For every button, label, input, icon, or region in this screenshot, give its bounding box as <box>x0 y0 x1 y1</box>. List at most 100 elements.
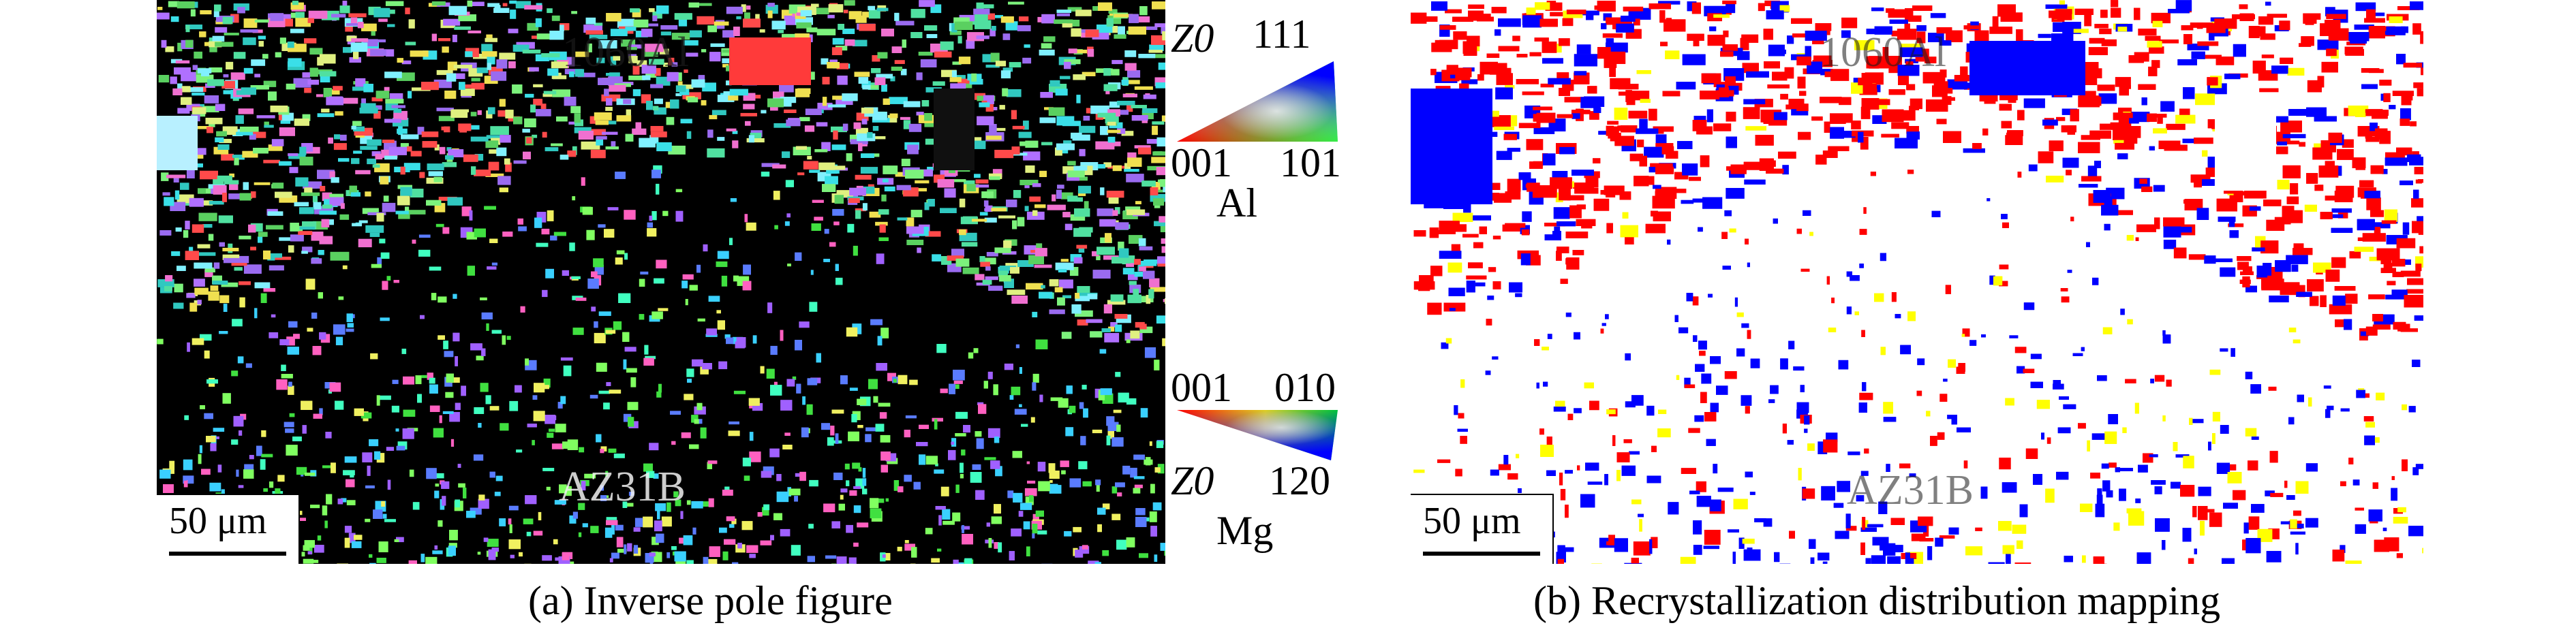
grain <box>891 66 902 71</box>
grain <box>1118 26 1125 35</box>
grain <box>351 38 369 42</box>
grain <box>382 281 388 290</box>
grain <box>163 484 174 493</box>
grain <box>358 238 372 248</box>
grain <box>1105 233 1111 243</box>
grain <box>988 173 1002 179</box>
grain <box>1083 408 1088 418</box>
grain <box>976 2 984 10</box>
grain <box>551 143 563 146</box>
grain <box>925 138 940 145</box>
grain <box>743 475 750 481</box>
grain <box>750 132 762 138</box>
grain <box>831 126 847 133</box>
grain <box>926 34 938 38</box>
grain <box>625 27 637 31</box>
grain <box>842 123 848 131</box>
grain <box>232 97 239 101</box>
grain <box>1084 201 1089 209</box>
grain <box>1114 314 1128 319</box>
grain <box>801 427 809 438</box>
grain <box>1032 183 1041 187</box>
grain <box>590 149 606 159</box>
grain <box>780 400 793 411</box>
grain <box>921 100 930 107</box>
grain <box>237 356 244 364</box>
grain <box>1019 404 1022 407</box>
grain <box>295 177 309 187</box>
grain <box>786 119 801 127</box>
grain <box>766 368 775 379</box>
grain <box>876 253 885 264</box>
grain <box>377 257 382 268</box>
grain <box>189 197 204 207</box>
grain <box>600 495 607 501</box>
grain <box>438 296 447 303</box>
grain <box>769 448 780 458</box>
grain <box>849 187 866 196</box>
grain <box>523 518 534 524</box>
grain <box>334 134 341 140</box>
grain <box>534 383 545 393</box>
grain <box>1015 344 1019 349</box>
grain <box>351 541 362 548</box>
grain <box>527 22 539 31</box>
grain <box>972 464 981 470</box>
grain <box>293 78 311 88</box>
grain <box>1127 157 1142 167</box>
grain <box>385 99 404 104</box>
grain <box>1154 151 1163 155</box>
grain <box>1006 89 1022 97</box>
grain <box>624 347 637 352</box>
grain <box>563 365 572 377</box>
grain <box>1140 408 1148 418</box>
recrystallization-map: 1060Al AZ31B 50 μm <box>1411 0 2423 564</box>
grain <box>500 135 511 143</box>
grain <box>1073 74 1086 80</box>
grain <box>880 451 891 461</box>
grain <box>505 162 512 172</box>
grain <box>393 280 399 283</box>
grain <box>1083 116 1090 121</box>
grain <box>1082 72 1096 76</box>
grain <box>858 186 875 194</box>
grain <box>650 126 664 131</box>
grain <box>378 18 388 22</box>
grain <box>466 511 476 518</box>
grain <box>1049 309 1065 315</box>
grain <box>703 556 709 564</box>
grain <box>857 133 876 142</box>
grain <box>1049 480 1053 483</box>
grain <box>181 86 191 93</box>
grain <box>268 91 277 101</box>
grain <box>663 63 668 67</box>
grain <box>691 79 705 88</box>
grain <box>626 47 637 50</box>
grain <box>296 466 307 475</box>
grain <box>1028 255 1044 264</box>
grain <box>232 319 243 327</box>
grain <box>1092 251 1099 257</box>
grain <box>853 542 859 547</box>
grain <box>828 4 844 13</box>
grain <box>197 126 211 129</box>
grain <box>567 150 577 157</box>
grain <box>369 439 379 447</box>
grain <box>906 240 924 245</box>
grain <box>634 518 645 527</box>
grain <box>280 118 291 124</box>
grain <box>1069 405 1076 413</box>
grain <box>198 212 217 221</box>
grain <box>571 276 581 279</box>
grain <box>951 70 957 78</box>
grain <box>966 184 976 191</box>
grain <box>868 5 876 11</box>
grain <box>429 405 440 412</box>
grain <box>487 107 495 114</box>
grain <box>877 336 883 346</box>
grain <box>488 549 496 560</box>
grain <box>831 409 844 414</box>
grain <box>1079 148 1086 157</box>
grain <box>304 88 311 93</box>
grain <box>936 344 947 353</box>
